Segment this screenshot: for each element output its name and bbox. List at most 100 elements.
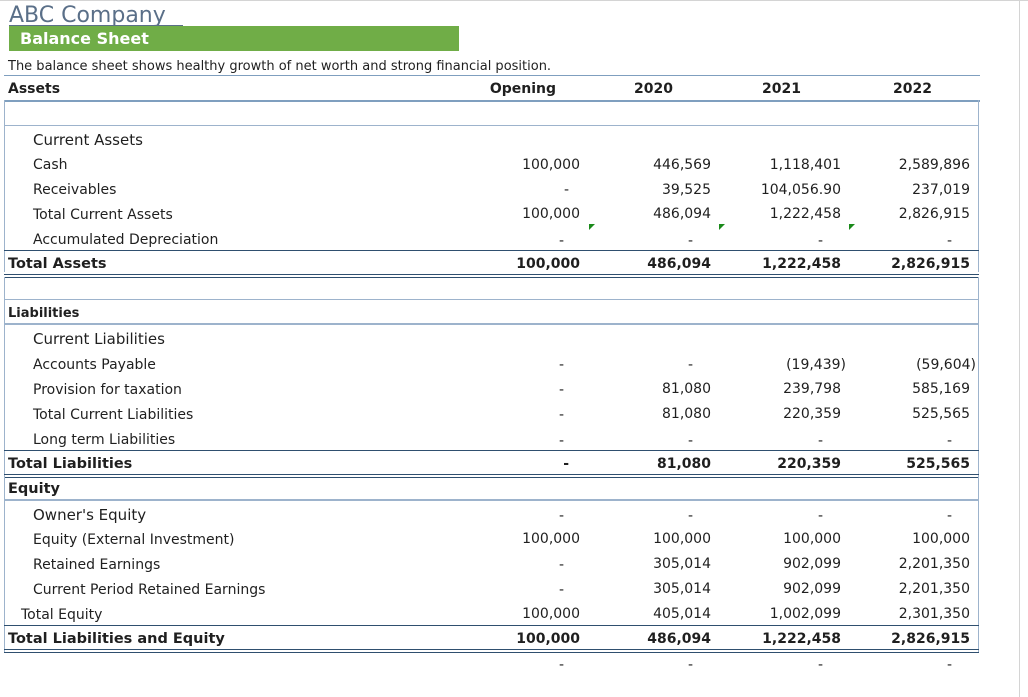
equity-box-left xyxy=(4,477,5,652)
assets-box-right xyxy=(978,100,979,272)
eq-ext-2021: 100,000 xyxy=(783,531,841,547)
check-2022: - xyxy=(946,657,952,673)
header-col-2021: 2021 xyxy=(762,81,801,97)
error-flag-icon xyxy=(849,224,855,230)
tca-2020: 486,094 xyxy=(653,206,711,222)
row-label-retained-earnings: Retained Earnings xyxy=(33,557,161,573)
total-liabilities-top-rule xyxy=(4,450,979,451)
cpre-2020: 305,014 xyxy=(653,581,711,597)
row-label-equity-external-investment: Equity (External Investment) xyxy=(33,532,235,548)
header-col-2022: 2022 xyxy=(893,81,932,97)
cash-2022: 2,589,896 xyxy=(898,157,970,173)
total-liabilities-opening: - xyxy=(563,456,569,472)
ap-2022: (59,604) xyxy=(916,357,976,373)
tca-2021: 1,222,458 xyxy=(769,206,841,222)
liabilities-section-label: Liabilities xyxy=(8,306,80,321)
total-liabilities-label: Total Liabilities xyxy=(8,456,133,472)
total-equity-opening: 100,000 xyxy=(522,606,580,622)
error-flag-icon xyxy=(589,224,595,230)
description: The balance sheet shows healthy growth o… xyxy=(8,59,552,74)
tax-opening: - xyxy=(558,382,564,398)
check-2021: - xyxy=(817,657,823,673)
row-label-cash: Cash xyxy=(33,157,68,173)
header-top-rule xyxy=(4,75,980,76)
cpre-opening: - xyxy=(558,582,564,598)
grand-total-opening: 100,000 xyxy=(516,631,580,647)
spacer-box-left xyxy=(4,277,5,299)
re-2021: 902,099 xyxy=(783,556,841,572)
receivables-opening: - xyxy=(563,182,569,198)
row-label-provision-for-taxation: Provision for taxation xyxy=(33,382,182,398)
header-assets-label: Assets xyxy=(8,81,61,97)
current-assets-label: Current Assets xyxy=(33,131,143,149)
equity-box-right xyxy=(978,477,979,652)
spacer-bottom-rule xyxy=(4,299,979,300)
grand-total-top-rule xyxy=(4,625,979,626)
ap-2021: (19,439) xyxy=(786,357,846,373)
total-liabilities-2021: 220,359 xyxy=(777,456,841,472)
assets-spacer-rule xyxy=(4,125,979,126)
row-label-long-term-liabilities: Long term Liabilities xyxy=(33,432,176,448)
header-col-2020: 2020 xyxy=(634,81,673,97)
total-assets-double-rule xyxy=(4,277,979,278)
total-liabilities-2022: 525,565 xyxy=(906,456,970,472)
sheet-title: Balance Sheet xyxy=(20,29,149,48)
grand-total-2022: 2,826,915 xyxy=(891,631,970,647)
tcl-opening: - xyxy=(558,407,564,423)
check-opening: - xyxy=(558,657,564,673)
total-liabilities-double-rule xyxy=(4,477,979,478)
ltl-opening: - xyxy=(558,433,564,449)
total-assets-opening: 100,000 xyxy=(516,256,580,272)
re-2020: 305,014 xyxy=(653,556,711,572)
oe-2020: - xyxy=(687,508,693,524)
accdep-2020: - xyxy=(687,233,693,249)
tax-2021: 239,798 xyxy=(783,381,841,397)
accdep-2021: - xyxy=(817,233,823,249)
header-bottom-rule xyxy=(4,100,980,102)
total-assets-2020: 486,094 xyxy=(647,256,711,272)
grand-total-2021: 1,222,458 xyxy=(762,631,841,647)
assets-box-left xyxy=(4,100,5,272)
liabilities-rule xyxy=(4,323,979,325)
eq-ext-2020: 100,000 xyxy=(653,531,711,547)
eq-ext-opening: 100,000 xyxy=(522,531,580,547)
receivables-2020: 39,525 xyxy=(662,182,711,198)
re-opening: - xyxy=(558,557,564,573)
total-assets-2021: 1,222,458 xyxy=(762,256,841,272)
header-col-opening: Opening xyxy=(489,81,556,97)
total-equity-label: Total Equity xyxy=(21,607,103,623)
receivables-2022: 237,019 xyxy=(912,182,970,198)
current-liabilities-label: Current Liabilities xyxy=(33,330,165,348)
row-label-total-current-assets: Total Current Assets xyxy=(33,207,173,223)
row-label-current-period-retained-earnings: Current Period Retained Earnings xyxy=(33,582,266,598)
ltl-2021: - xyxy=(817,433,823,449)
ltl-2022: - xyxy=(946,433,952,449)
equity-section-label: Equity xyxy=(8,481,60,497)
check-2020: - xyxy=(687,657,693,673)
tcl-2020: 81,080 xyxy=(662,406,711,422)
oe-opening: - xyxy=(558,508,564,524)
accdep-opening: - xyxy=(558,233,564,249)
oe-2022: - xyxy=(946,508,952,524)
receivables-2021: 104,056.90 xyxy=(760,182,841,198)
cpre-2021: 902,099 xyxy=(783,581,841,597)
sheet-title-banner xyxy=(9,26,459,51)
ap-opening: - xyxy=(558,357,564,373)
ltl-2020: - xyxy=(687,433,693,449)
accdep-2022: - xyxy=(946,233,952,249)
sheet-gridline xyxy=(1019,0,1020,697)
spacer-box-right xyxy=(978,277,979,299)
tax-2022: 585,169 xyxy=(912,381,970,397)
total-equity-2021: 1,002,099 xyxy=(769,606,841,622)
total-assets-double-rule xyxy=(4,274,979,275)
total-assets-2022: 2,826,915 xyxy=(891,256,970,272)
company-title: ABC Company xyxy=(9,3,166,28)
cash-2020: 446,569 xyxy=(653,157,711,173)
row-label-accounts-payable: Accounts Payable xyxy=(33,357,156,373)
owners-equity-label: Owner's Equity xyxy=(33,506,147,524)
total-equity-2020: 405,014 xyxy=(653,606,711,622)
total-liabilities-2020: 81,080 xyxy=(656,456,711,472)
cash-2021: 1,118,401 xyxy=(769,157,841,173)
row-label-accumulated-depreciation: Accumulated Depreciation xyxy=(33,232,219,248)
total-equity-2022: 2,301,350 xyxy=(898,606,970,622)
